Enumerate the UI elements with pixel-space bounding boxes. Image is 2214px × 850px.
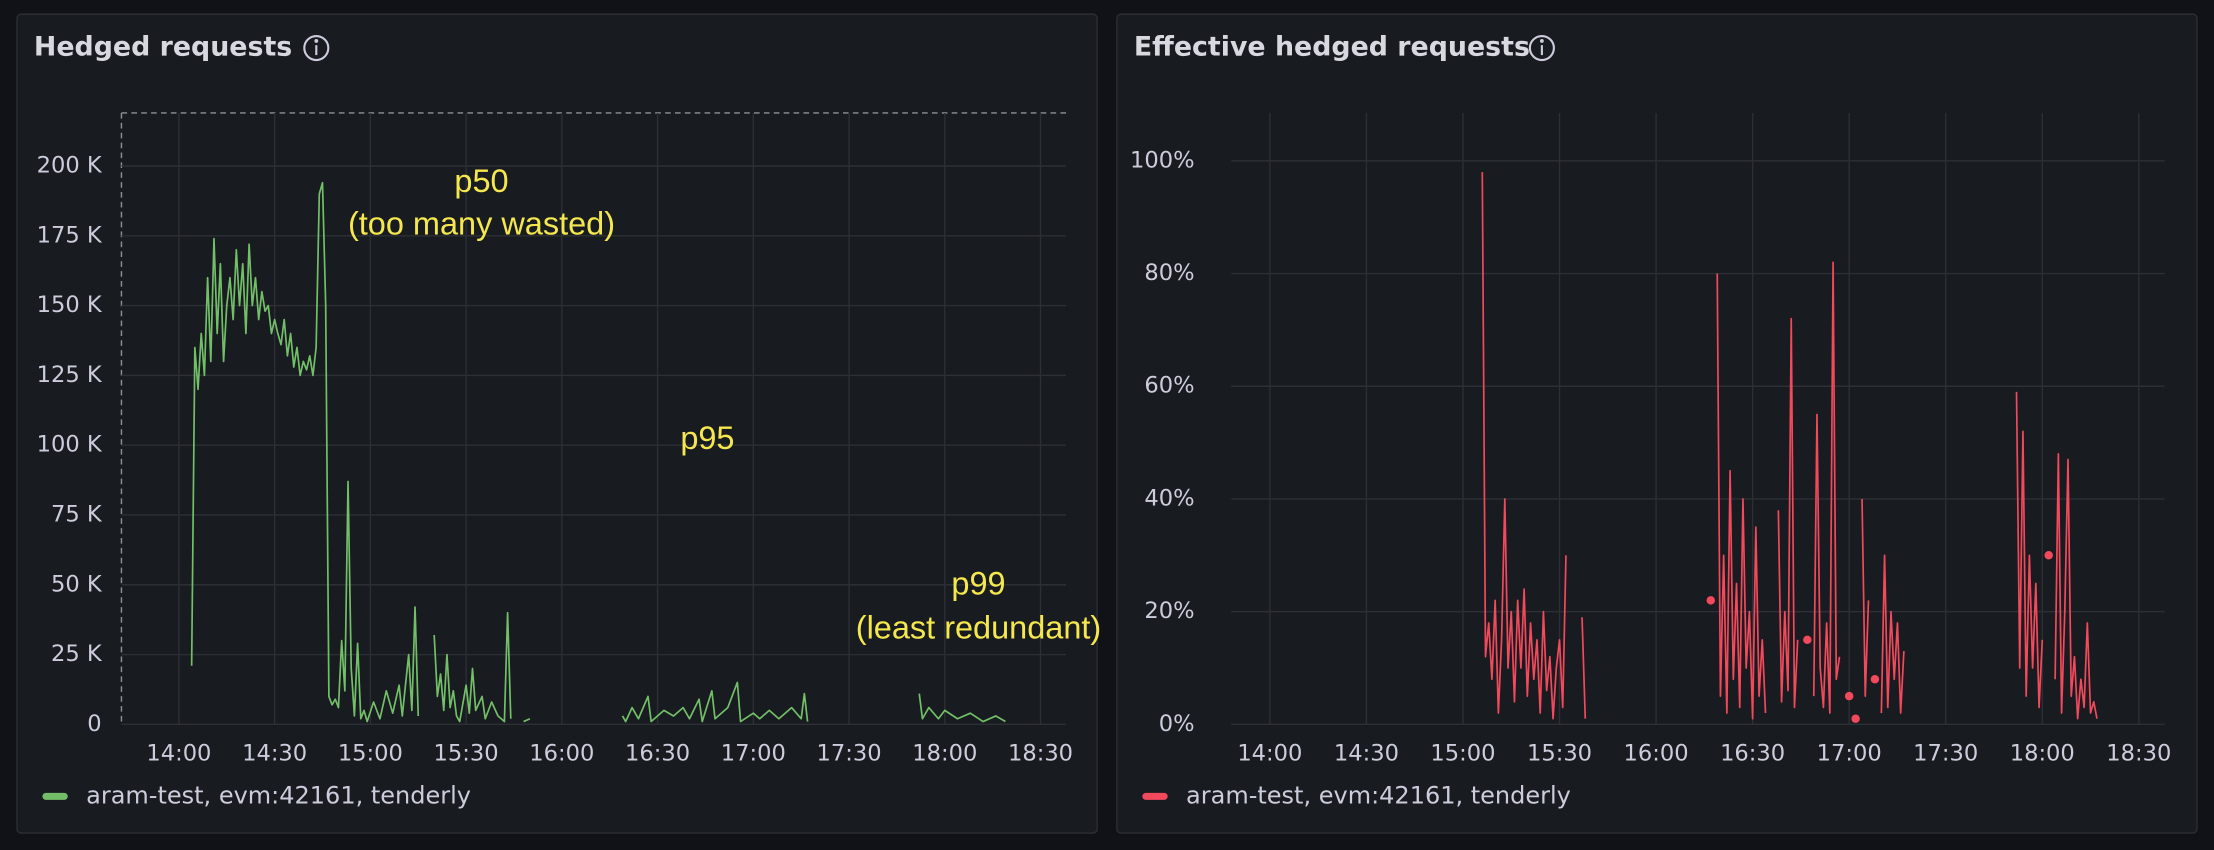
series-line [1716,273,1767,720]
series-line [918,693,1006,723]
legend-swatch [42,792,68,800]
x-tick-label: 18:30 [1008,740,1073,766]
info-icon[interactable] [303,34,330,62]
x-tick-label: 16:00 [1624,740,1689,766]
y-tick-label: 25 K [51,641,103,667]
x-tick-label: 18:00 [912,740,977,766]
y-tick-label: 0% [1159,711,1195,737]
y-tick-label: 100 K [37,432,103,458]
x-tick-label: 14:00 [146,740,211,766]
y-tick-label: 50 K [51,571,103,597]
y-tick-label: 40% [1144,485,1194,511]
x-tick-label: 16:00 [529,740,594,766]
series-line [1581,617,1587,719]
series-line [190,181,420,723]
annotation: (least redundant) [856,609,1101,645]
series-line [1481,172,1567,720]
x-tick-label: 17:30 [1913,740,1978,766]
panel-title: Effective hedged requests [1134,32,1530,63]
y-tick-label: 60% [1144,373,1194,399]
x-tick-label: 17:30 [817,740,882,766]
data-point [2044,551,2053,560]
legend-swatch [1142,792,1168,800]
annotation: p50 [454,163,508,199]
data-point [1706,596,1716,605]
y-tick-label: 100% [1130,147,1195,173]
x-tick-label: 14:00 [1237,740,1302,766]
series-line [523,717,531,723]
panel [16,13,1098,834]
x-tick-label: 14:30 [1334,740,1399,766]
legend-label: aram-test, evm:42161, tenderly [1186,781,1571,809]
series-line [1777,317,1799,709]
data-point [1870,675,1880,684]
y-tick-label: 80% [1144,260,1194,286]
y-tick-label: 125 K [37,362,103,388]
y-tick-label: 75 K [51,501,103,527]
x-tick-label: 14:30 [242,740,307,766]
y-tick-label: 0 [87,711,101,737]
data-point [1851,714,1860,723]
x-tick-label: 17:00 [1817,740,1882,766]
annotation: p99 [951,566,1005,602]
series-line [621,681,809,723]
x-tick-label: 15:00 [338,740,403,766]
y-tick-label: 150 K [37,292,103,318]
series-line [1812,261,1841,714]
series-line [433,611,512,723]
y-tick-label: 20% [1144,598,1194,624]
panel-title: Hedged requests [34,32,292,63]
data-point [1844,691,1854,701]
x-tick-label: 15:30 [434,740,499,766]
y-tick-label: 200 K [37,152,103,178]
y-tick-label: 175 K [37,222,103,248]
x-tick-label: 15:00 [1430,740,1495,766]
info-icon[interactable] [1528,34,1555,62]
series-line [2054,453,2098,720]
x-tick-label: 18:30 [2106,740,2171,766]
x-tick-label: 18:00 [2010,740,2075,766]
legend-label: aram-test, evm:42161, tenderly [86,781,471,809]
x-tick-label: 17:00 [721,740,786,766]
time-region-border [120,112,1067,725]
x-tick-label: 15:30 [1527,740,1592,766]
series-line [1880,554,1905,714]
data-point [1803,635,1812,645]
panel [1116,13,2198,834]
series-line [2015,391,2044,709]
annotation: p95 [680,420,734,456]
annotation: (too many wasted) [348,205,615,241]
series-line [1861,498,1870,698]
x-tick-label: 16:30 [1720,740,1785,766]
x-tick-label: 16:30 [625,740,690,766]
